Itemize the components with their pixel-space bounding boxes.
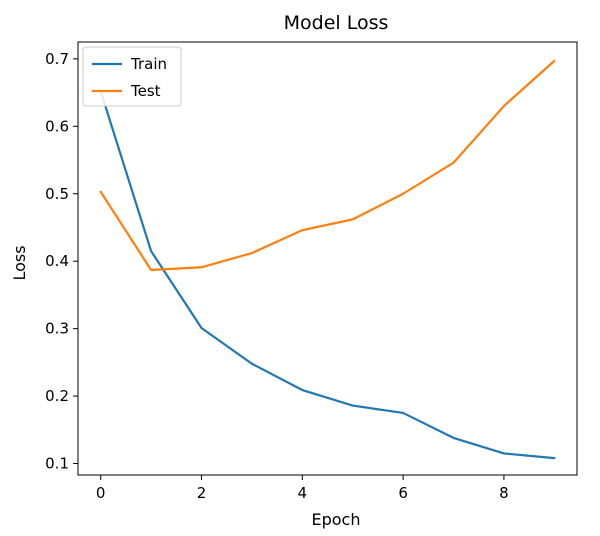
x-tick-label: 2 (197, 484, 207, 502)
legend-label-train: Train (130, 55, 167, 73)
y-tick-label: 0.1 (45, 455, 69, 473)
x-axis-label: Epoch (312, 510, 361, 529)
x-tick-label: 0 (96, 484, 106, 502)
y-tick-label: 0.2 (45, 387, 69, 405)
legend-label-test: Test (130, 82, 161, 100)
y-tick-label: 0.6 (45, 117, 69, 135)
y-tick-label: 0.4 (45, 252, 69, 270)
chart-title: Model Loss (284, 12, 389, 34)
x-tick-label: 4 (298, 484, 308, 502)
y-tick-label: 0.3 (45, 320, 69, 338)
y-tick-label: 0.5 (45, 185, 69, 203)
series-line-test (99, 59, 556, 272)
series-line-train (99, 90, 556, 460)
plot-frame (77, 41, 578, 476)
x-tick-label: 6 (398, 484, 408, 502)
x-tick-label: 8 (499, 484, 509, 502)
y-axis-label: Loss (10, 245, 29, 280)
y-tick-label: 0.7 (45, 50, 69, 68)
